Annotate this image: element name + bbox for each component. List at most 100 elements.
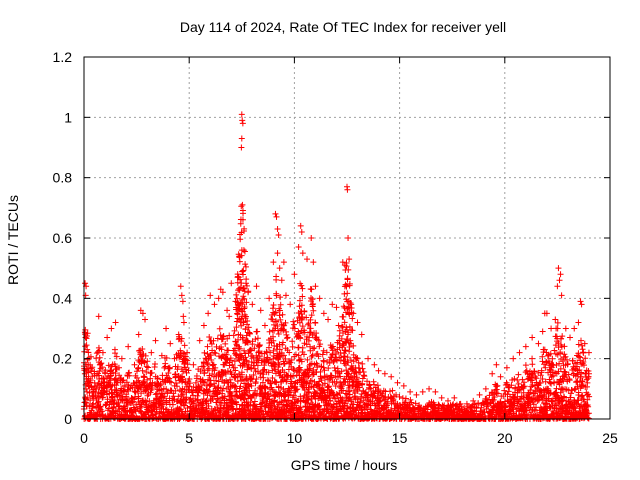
data-point [497,373,504,380]
data-point-cloud [80,203,593,422]
data-point [555,265,562,272]
data-point [266,295,273,302]
data-point [535,340,542,347]
data-point [325,316,332,323]
data-points [80,111,593,422]
data-point [219,289,226,296]
data-point [529,334,536,341]
data-point [444,397,451,404]
data-point [557,271,564,278]
data-point [312,283,319,290]
data-point [287,301,294,308]
data-point [177,283,184,290]
data-point [375,367,382,374]
data-point [548,325,555,332]
data-point [148,349,155,356]
data-point [142,316,149,323]
data-point [299,250,306,257]
y-tick-label: 0.2 [53,351,73,367]
data-point [556,277,563,284]
data-point [419,388,426,395]
data-point [358,331,365,338]
data-point [575,319,582,326]
data-point [482,385,489,392]
data-point [158,352,165,359]
data-point [253,283,260,290]
data-point [278,277,285,284]
data-point [552,316,559,323]
data-point [217,286,224,293]
data-point [125,343,132,350]
x-tick-label: 25 [602,430,618,446]
data-point [451,394,458,401]
data-point [489,370,496,377]
data-point [578,301,585,308]
y-tick-label: 0.8 [53,170,73,186]
data-point [413,391,420,398]
data-point [135,331,142,338]
data-point [211,301,218,308]
data-point [112,319,119,326]
data-point [180,313,187,320]
data-point [329,301,336,308]
y-tick-label: 0 [64,411,72,427]
data-point [131,361,138,368]
data-point [407,388,414,395]
data-point [239,201,246,208]
data-point [257,307,264,314]
data-point [228,280,235,287]
data-point [310,259,317,266]
data-point [426,385,433,392]
data-point [577,298,584,305]
x-axis-label: GPS time / hours [291,457,398,473]
data-point [226,313,233,320]
data-point [562,325,569,332]
data-point [493,361,500,368]
data-point [261,322,268,329]
data-point [345,235,352,241]
data-point [510,355,517,362]
data-point [585,349,592,356]
data-point [270,259,277,266]
data-point [118,355,125,362]
y-tick-label: 1.2 [53,49,73,65]
data-point [280,259,287,266]
data-point [190,361,197,368]
data-point [291,271,298,278]
data-point [346,256,353,263]
data-point [298,228,305,235]
data-point [320,310,327,317]
data-point [224,307,231,314]
data-point [339,259,346,266]
data-point [274,250,281,257]
data-point [196,337,203,344]
axis-ticks: 0 5 10 15 20 25 0 0.2 0.4 0.6 0.8 1 1.2 [53,49,618,446]
data-point [571,325,578,332]
data-point [104,334,111,341]
data-point [567,334,574,341]
data-point [272,210,279,217]
data-point [503,364,510,371]
data-point [365,355,372,362]
data-point [295,244,302,251]
data-point [432,388,439,395]
data-point [180,319,187,326]
y-tick-label: 0.6 [53,230,73,246]
data-point [516,349,523,356]
y-tick-label: 1 [64,109,72,125]
data-point [275,231,282,238]
data-point [178,292,185,299]
x-tick-label: 20 [497,430,513,446]
data-point [238,144,245,151]
data-point [558,292,565,299]
data-point [297,222,304,229]
data-point [152,337,159,344]
data-point [335,322,342,329]
data-point [82,280,89,287]
data-point [371,361,378,368]
data-point [179,298,186,305]
data-point [282,292,289,299]
data-point [139,310,146,317]
data-point [215,295,222,302]
data-point [108,325,115,332]
